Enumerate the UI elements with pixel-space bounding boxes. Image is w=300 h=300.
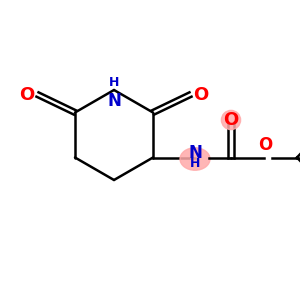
Circle shape (221, 110, 241, 130)
Text: H: H (190, 157, 200, 170)
Text: N: N (188, 144, 202, 162)
Text: O: O (19, 85, 34, 103)
Text: O: O (194, 85, 209, 103)
Text: O: O (258, 136, 273, 154)
Text: H: H (109, 76, 119, 88)
Text: O: O (224, 111, 238, 129)
Text: N: N (107, 92, 121, 110)
Ellipse shape (180, 148, 210, 170)
